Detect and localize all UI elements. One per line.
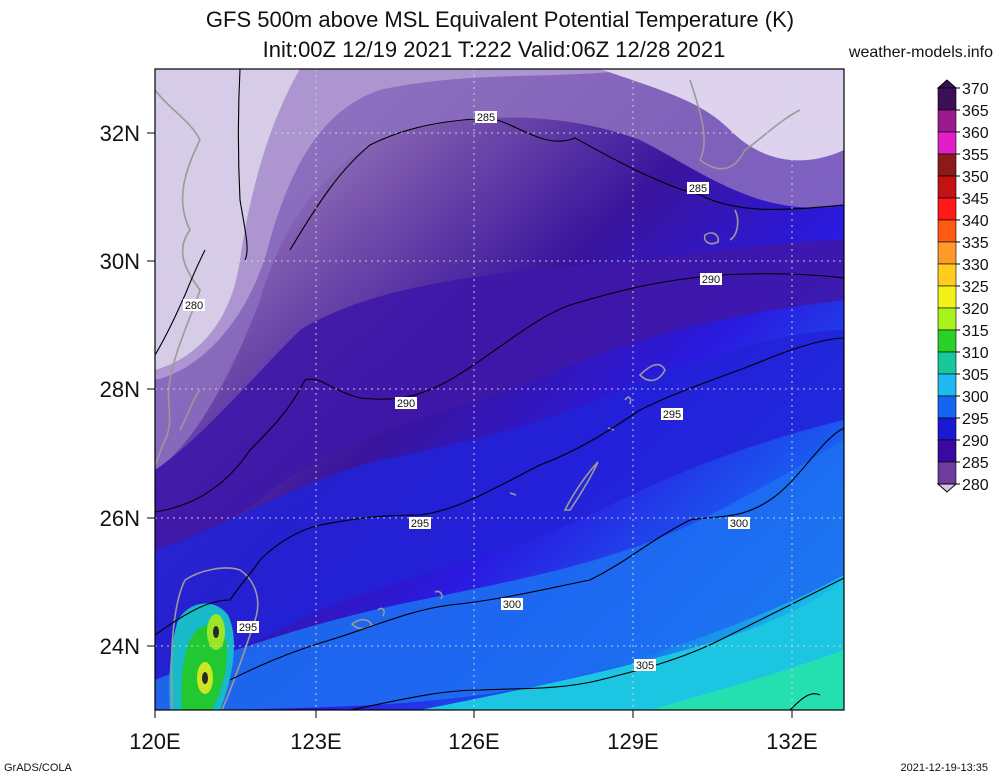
colorbar-label: 365 xyxy=(962,103,989,120)
x-tick-label: 132E xyxy=(766,729,817,754)
colorbar-swatch xyxy=(937,351,957,375)
svg-text:295: 295 xyxy=(239,622,257,634)
footer-credit: GrADS/COLA xyxy=(4,762,72,774)
colorbar-swatch xyxy=(937,219,957,243)
colorbar-swatch xyxy=(937,285,957,309)
y-tick-label: 28N xyxy=(100,377,140,402)
x-tick-label: 120E xyxy=(129,729,180,754)
colorbar: 370 365 360 355 350 345 340 335 330 325 320 315 310 3… xyxy=(936,79,989,494)
x-tick-label: 129E xyxy=(607,729,658,754)
colorbar-label: 325 xyxy=(962,279,989,296)
contour-label: 290 xyxy=(395,397,417,410)
contour-label: 285 xyxy=(687,182,709,195)
y-tick-label: 30N xyxy=(100,249,140,274)
svg-text:295: 295 xyxy=(663,409,681,421)
colorbar-label: 280 xyxy=(962,477,989,494)
svg-text:295: 295 xyxy=(411,518,429,530)
svg-text:280: 280 xyxy=(185,300,203,312)
y-tick-label: 24N xyxy=(100,634,140,659)
colorbar-swatch xyxy=(937,263,957,287)
contour-label-group: 285 285 280 290 290 295 295 295 300 300 … xyxy=(183,111,750,672)
colorbar-arrow-bottom xyxy=(936,483,958,493)
colorbar-label: 360 xyxy=(962,125,989,142)
colorbar-swatch xyxy=(937,153,957,177)
colorbar-swatch xyxy=(937,175,957,199)
contour-label: 295 xyxy=(661,408,683,421)
colorbar-label: 370 xyxy=(962,81,989,98)
colorbar-swatch xyxy=(937,87,957,111)
colorbar-swatch xyxy=(937,241,957,265)
colorbar-label: 295 xyxy=(962,411,989,428)
colorbar-label: 315 xyxy=(962,323,989,340)
svg-text:285: 285 xyxy=(689,183,707,195)
graticule xyxy=(155,69,844,710)
colorbar-label: 320 xyxy=(962,301,989,318)
svg-text:285: 285 xyxy=(477,112,495,124)
svg-text:300: 300 xyxy=(503,599,521,611)
x-tick-label: 126E xyxy=(448,729,499,754)
colorbar-swatch xyxy=(937,131,957,155)
contour-label: 300 xyxy=(501,598,523,611)
contour-label: 290 xyxy=(700,273,722,286)
theta-e-field: 285 285 280 290 290 295 295 295 300 300 … xyxy=(155,69,844,710)
map-title: GFS 500m above MSL Equivalent Potential … xyxy=(205,7,795,32)
contour-label: 280 xyxy=(183,299,205,312)
colorbar-swatch xyxy=(937,329,957,353)
contour-label: 295 xyxy=(409,517,431,530)
map-subtitle: Init:00Z 12/19 2021 T:222 Valid:06Z 12/2… xyxy=(262,37,726,62)
coastlines xyxy=(155,79,801,710)
contour-label: 285 xyxy=(475,111,497,124)
colorbar-label: 340 xyxy=(962,213,989,230)
contour-label: 300 xyxy=(728,517,750,530)
colorbar-arrow-top xyxy=(936,79,958,89)
svg-text:290: 290 xyxy=(702,274,720,286)
colorbar-label: 290 xyxy=(962,433,989,450)
svg-text:290: 290 xyxy=(397,398,415,410)
svg-text:305: 305 xyxy=(636,660,654,672)
site-label: weather-models.info xyxy=(848,44,993,61)
colorbar-label: 310 xyxy=(962,345,989,362)
colorbar-label: 330 xyxy=(962,257,989,274)
footer-timestamp: 2021-12-19-13:35 xyxy=(900,762,988,774)
colorbar-swatch xyxy=(937,461,957,485)
colorbar-label: 345 xyxy=(962,191,989,208)
contour-label: 295 xyxy=(237,621,259,634)
x-tick-label: 123E xyxy=(290,729,341,754)
colorbar-label: 305 xyxy=(962,367,989,384)
y-tick-label: 32N xyxy=(100,121,140,146)
colorbar-label: 285 xyxy=(962,455,989,472)
colorbar-label: 335 xyxy=(962,235,989,252)
colorbar-swatch xyxy=(937,197,957,221)
colorbar-label: 350 xyxy=(962,169,989,186)
svg-text:300: 300 xyxy=(730,518,748,530)
colorbar-swatch xyxy=(937,373,957,397)
colorbar-label: 300 xyxy=(962,389,989,406)
contour-label: 305 xyxy=(634,659,656,672)
colorbar-swatch xyxy=(937,109,957,133)
colorbar-label: 355 xyxy=(962,147,989,164)
y-tick-label: 26N xyxy=(100,506,140,531)
colorbar-swatch xyxy=(937,307,957,331)
colorbar-swatch xyxy=(937,395,957,419)
colorbar-swatch xyxy=(937,417,957,441)
axis-ticks xyxy=(147,132,793,718)
colorbar-swatch xyxy=(937,439,957,463)
